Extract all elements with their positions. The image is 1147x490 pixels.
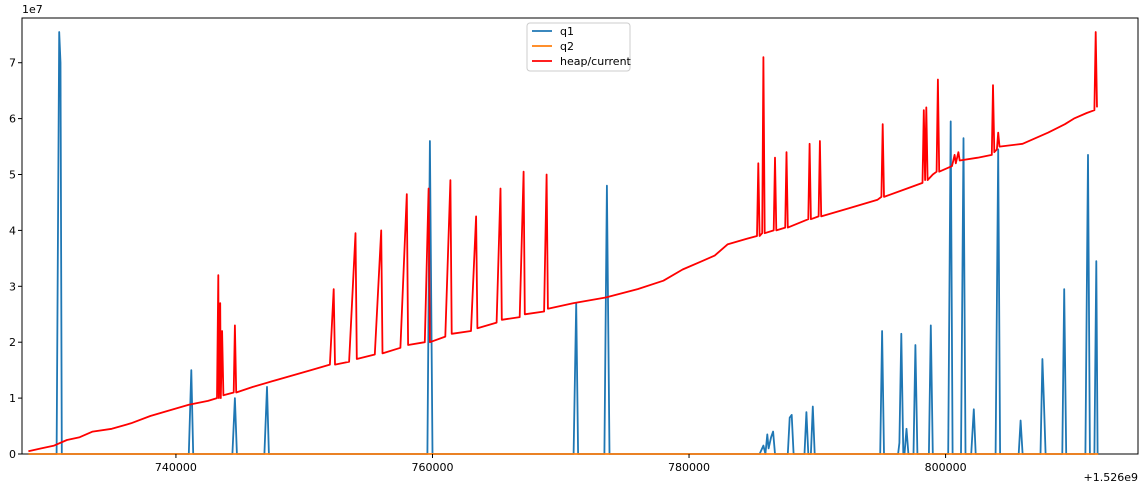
x-offset-label: +1.526e9 bbox=[1084, 471, 1138, 484]
y-tick-label: 6 bbox=[9, 113, 16, 126]
legend-label: heap/current bbox=[560, 55, 632, 68]
legend-label: q2 bbox=[560, 40, 574, 53]
x-tick-label: 760000 bbox=[411, 461, 453, 474]
y-tick-label: 7 bbox=[9, 57, 16, 70]
x-tick-label: 780000 bbox=[668, 461, 710, 474]
series-line-heap-current bbox=[28, 31, 1098, 453]
y-tick-label: 3 bbox=[9, 280, 16, 293]
x-tick-label: 740000 bbox=[155, 461, 197, 474]
y-tick-label: 0 bbox=[9, 448, 16, 461]
x-tick-label: 800000 bbox=[925, 461, 967, 474]
plot-area bbox=[21, 17, 1139, 455]
legend-box bbox=[526, 22, 631, 72]
y-tick-label: 4 bbox=[9, 224, 16, 237]
y-tick-label: 2 bbox=[9, 336, 16, 349]
legend-label: q1 bbox=[560, 25, 574, 38]
y-scale-label: 1e7 bbox=[22, 3, 43, 16]
axes-layer: 740000 760000 780000 800000 0 1 2 3 4 5 6 7 bbox=[9, 57, 967, 474]
y-tick-label: 1 bbox=[9, 392, 16, 405]
series-layer bbox=[28, 31, 1099, 455]
y-tick-label: 5 bbox=[9, 169, 16, 182]
legend: q1 q2 heap/current bbox=[526, 22, 632, 72]
